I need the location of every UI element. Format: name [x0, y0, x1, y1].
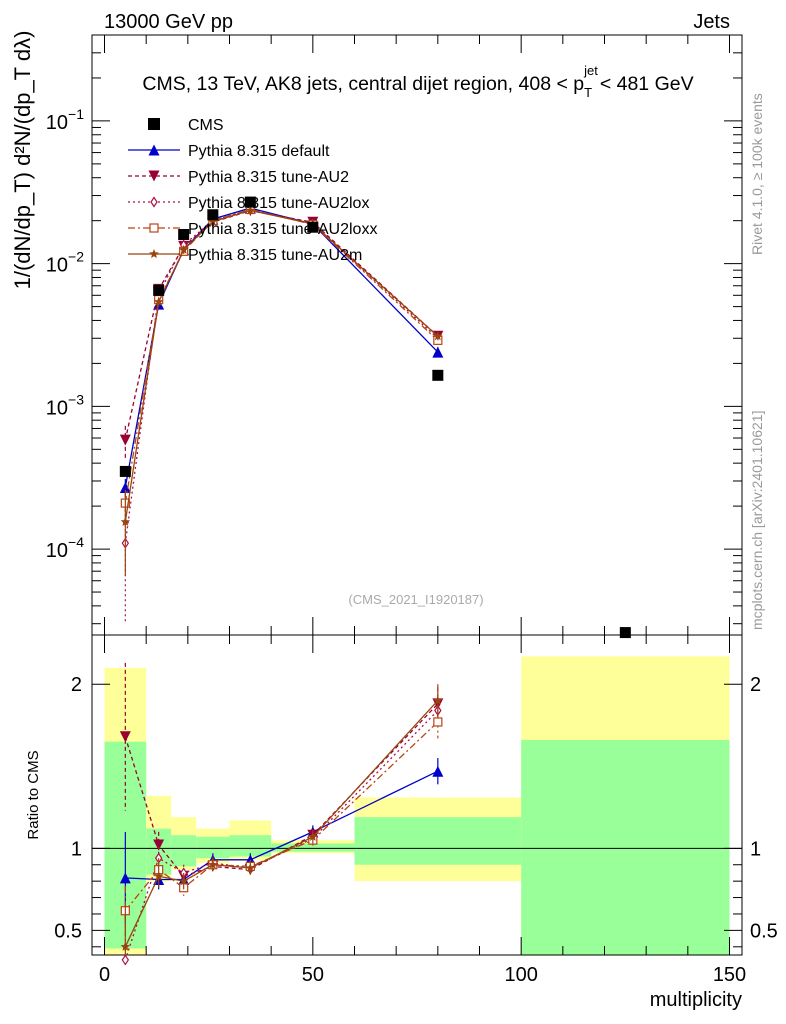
y-tick-label: 2 — [71, 674, 82, 696]
band-green — [171, 835, 197, 867]
point-marker — [119, 482, 131, 494]
x-tick-label: 0 — [99, 964, 110, 986]
y-tick-label-right: 0.5 — [750, 920, 778, 942]
band-green — [271, 843, 355, 852]
series-line — [124, 210, 439, 441]
cms-data-point — [153, 284, 165, 296]
legend-label: Pythia 8.315 tune-AU2m — [188, 247, 362, 264]
cms-data-point — [178, 229, 190, 241]
legend-label: Pythia 8.315 tune-AU2lox — [188, 195, 369, 212]
legend-item: Pythia 8.315 default — [128, 143, 330, 160]
y-tick-label: 10−1 — [46, 106, 84, 134]
legend-label: Pythia 8.315 default — [188, 143, 330, 160]
plot-title-sub: T — [584, 85, 592, 100]
y-tick-label: 10−4 — [46, 534, 84, 562]
point-marker — [178, 244, 189, 254]
point-marker — [121, 954, 130, 966]
legend: CMS Pythia 8.315 default Pythia 8.315 tune… — [128, 117, 377, 264]
y-tick-label-right: 1 — [750, 838, 761, 860]
plot-title-part1: CMS, 13 TeV, AK8 jets, central dijet reg… — [142, 73, 584, 95]
y-tick-label: 10−3 — [46, 391, 84, 419]
uncertainty-bands — [104, 656, 730, 955]
point-marker — [432, 765, 444, 777]
ratio-ylabel: Ratio to CMS — [25, 750, 42, 839]
point-marker — [149, 223, 159, 233]
legend-item: CMS — [148, 117, 224, 134]
cms-data-point — [432, 369, 444, 381]
point-marker — [245, 863, 256, 873]
x-axis-label: multiplicity — [650, 989, 742, 1011]
legend-swatch — [148, 118, 160, 130]
point-marker — [148, 144, 160, 156]
x-tick-label: 100 — [504, 964, 537, 986]
point-marker — [433, 717, 443, 727]
band-green — [229, 835, 272, 857]
band-green — [196, 836, 230, 859]
point-marker — [178, 876, 189, 886]
point-marker — [150, 196, 158, 208]
point-marker — [432, 346, 444, 358]
plot-title-sup: jet — [583, 63, 598, 78]
y-tick-label: 10−2 — [46, 249, 84, 277]
ratio-series — [119, 662, 444, 966]
main-ylabel: 1/(dN/dp_T) d²N/(dp_T dλ) — [10, 31, 35, 290]
point-marker — [433, 695, 443, 705]
series-pythia-8-315-tune-au2lox — [121, 204, 442, 624]
analysis-watermark: (CMS_2021_I1920187) — [348, 592, 483, 607]
cms-points — [119, 196, 631, 639]
band-green — [354, 817, 522, 865]
header-category: Jets — [693, 11, 730, 33]
main-series — [119, 202, 444, 624]
x-tick-label: 50 — [302, 964, 324, 986]
mcplots-source-label: mcplots.cern.ch [arXiv:2401.10621] — [749, 411, 765, 630]
point-marker — [153, 839, 165, 851]
point-marker — [148, 170, 160, 182]
point-marker — [245, 205, 256, 215]
plot-title: CMS, 13 TeV, AK8 jets, central dijet reg… — [142, 63, 693, 100]
plot-title-part2: < 481 GeV — [600, 73, 694, 95]
legend-label: CMS — [188, 117, 224, 134]
point-marker — [119, 434, 131, 446]
cms-data-point — [619, 627, 631, 639]
legend-item: Pythia 8.315 tune-AU2 — [128, 169, 349, 186]
ratio-pythia-8-315-tune-au2m — [120, 684, 443, 955]
point-marker — [120, 516, 131, 526]
rivet-version-label: Rivet 4.1.0, ≥ 100k events — [749, 93, 765, 255]
legend-item: Pythia 8.315 tune-AU2m — [128, 247, 362, 264]
point-marker — [120, 941, 131, 951]
point-marker — [153, 871, 164, 881]
point-marker — [433, 331, 443, 341]
x-tick-label: 150 — [713, 964, 746, 986]
legend-label: Pythia 8.315 tune-AU2loxx — [188, 221, 377, 238]
point-marker — [208, 859, 218, 869]
main-ylabel-text: 1/(dN/dp_T) d²N/(dp_T dλ) — [10, 31, 35, 290]
y-tick-label: 0.5 — [54, 920, 82, 942]
point-marker — [208, 216, 218, 226]
cms-data-point — [244, 196, 256, 208]
band-green — [521, 740, 730, 955]
y-tick-label: 1 — [71, 838, 82, 860]
point-marker — [119, 872, 131, 884]
cms-data-point — [307, 221, 319, 233]
series-pythia-8-315-tune-au2 — [119, 205, 444, 459]
legend-item: Pythia 8.315 tune-AU2lox — [128, 195, 369, 212]
point-marker — [149, 249, 159, 258]
header-process: 13000 GeV pp — [104, 11, 233, 33]
point-marker — [119, 731, 131, 743]
main-axes: 10−4 10−3 10−2 10−1 — [46, 34, 742, 635]
point-marker — [308, 831, 318, 841]
legend-label: Pythia 8.315 tune-AU2 — [188, 169, 349, 186]
legend-item: Pythia 8.315 tune-AU2loxx — [128, 221, 377, 238]
cms-data-point — [119, 465, 131, 477]
ratio-frame — [91, 634, 743, 956]
cms-data-point — [207, 209, 219, 221]
y-tick-label-right: 2 — [750, 674, 761, 696]
point-marker — [153, 296, 164, 306]
